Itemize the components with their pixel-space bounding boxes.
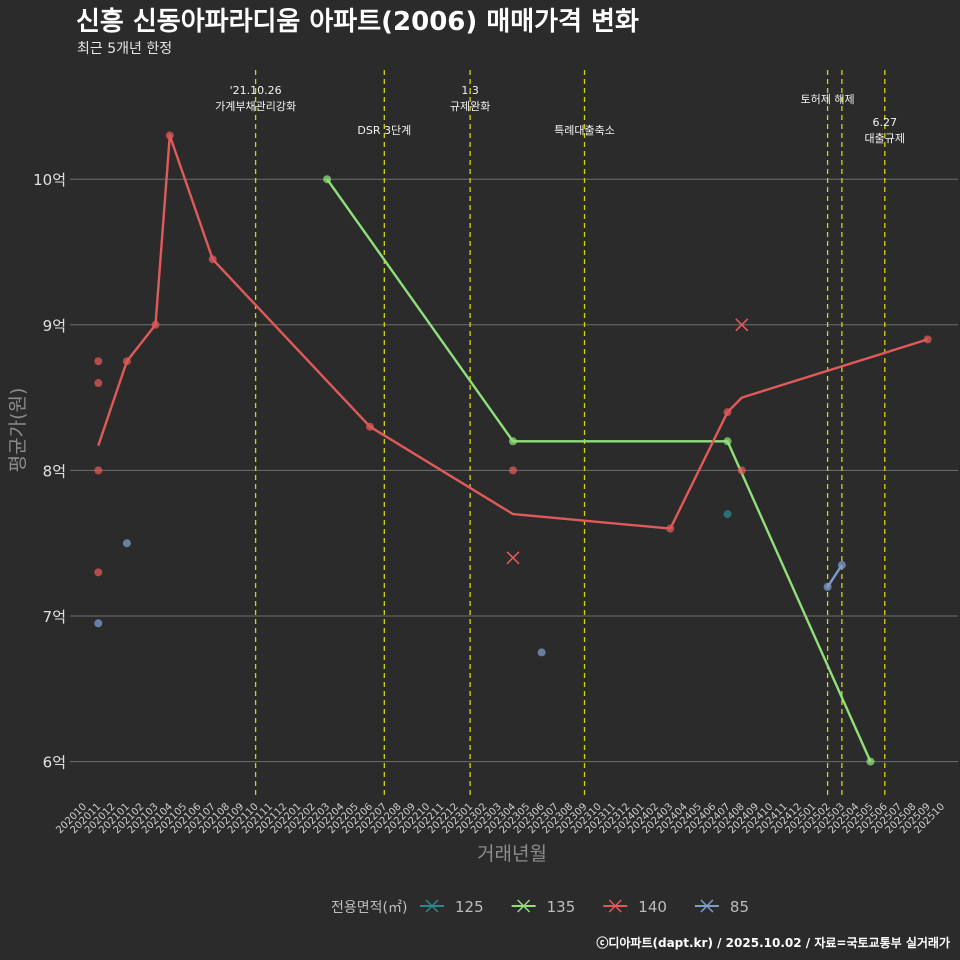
x-axis-title: 거래년월 (477, 843, 547, 865)
data-point (823, 582, 832, 591)
cross-point (735, 318, 749, 332)
y-tick-labels: 6억 7억 8억 9억 10억 (33, 171, 66, 771)
legend-cross-85 (700, 899, 714, 913)
data-point (122, 357, 131, 366)
event-label: 특례대출축소 (554, 124, 615, 137)
data-point (323, 175, 332, 184)
event-label: 토허제 해제 (801, 92, 855, 106)
series-line-135 (326, 178, 872, 763)
data-point (151, 320, 160, 329)
event-label: 대출규제 (865, 132, 905, 145)
data-point (737, 466, 746, 475)
data-point (208, 255, 217, 264)
y-tick-label: 10억 (33, 171, 66, 189)
y-tick-label: 9억 (43, 317, 66, 335)
data-point (923, 335, 932, 344)
legend-label-85: 85 (730, 898, 749, 916)
series-points (94, 131, 932, 766)
legend-label-125: 125 (455, 898, 484, 916)
caption: ⓒ디아파트(dapt.kr) / 2025.10.02 / 자료=국토교통부 실… (596, 935, 950, 950)
data-point (165, 131, 174, 140)
data-point (723, 437, 732, 446)
chart-subtitle: 최근 5개년 한정 (77, 41, 172, 57)
y-axis-title: 평균가(원) (7, 388, 29, 473)
data-point (509, 437, 517, 446)
event-label: 1.3 (461, 84, 479, 97)
event-label: 가계부채관리강화 (215, 100, 296, 113)
legend-cross-135 (517, 899, 531, 913)
data-point (866, 757, 875, 766)
data-point (94, 357, 103, 366)
chart-title: 신흥 신동아파라디움 아파트(2006) 매매가격 변화 (76, 7, 639, 37)
event-label: '21.10.26 (230, 84, 282, 97)
event-label: 규제완화 (450, 100, 490, 113)
y-tick-label: 7억 (43, 608, 66, 626)
event-label: DSR 3단계 (357, 124, 411, 137)
legend-title: 전용면적(㎡) (331, 900, 407, 916)
legend: 전용면적(㎡) 125 135 140 85 (331, 898, 749, 916)
y-tick-label: 8억 (43, 462, 66, 480)
legend-cross-140 (608, 899, 622, 913)
data-point (509, 466, 517, 475)
data-point (837, 561, 846, 570)
data-point (94, 379, 103, 388)
data-point (366, 422, 374, 431)
data-point (723, 510, 732, 519)
cross-point (506, 551, 520, 565)
data-point (94, 568, 103, 577)
legend-label-140: 140 (638, 898, 667, 916)
data-point (537, 648, 546, 657)
data-point (94, 466, 103, 475)
y-tick-label: 6억 (43, 754, 66, 772)
data-point (666, 524, 675, 533)
event-label: 6.27 (873, 116, 898, 129)
legend-label-135: 135 (547, 898, 576, 916)
legend-cross-125 (425, 899, 439, 913)
data-point (122, 539, 131, 548)
data-point (94, 619, 103, 628)
data-point (723, 408, 732, 417)
series-line-85 (826, 564, 843, 588)
